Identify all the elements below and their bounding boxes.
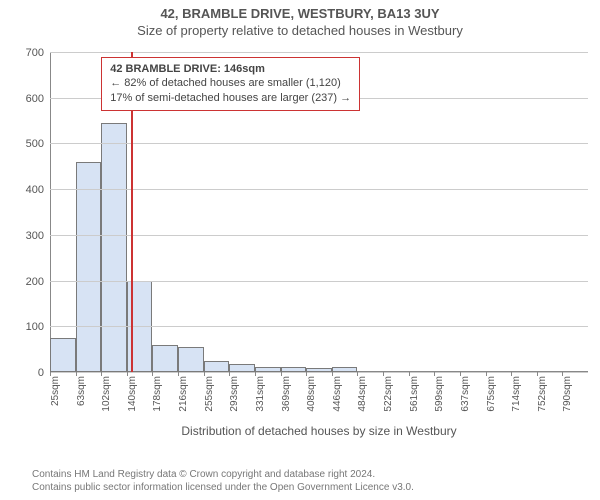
y-tick-label: 200: [26, 276, 44, 288]
x-tick-label: 293sqm: [229, 376, 240, 412]
y-tick-label: 100: [26, 321, 44, 333]
x-tick-label: 675sqm: [486, 376, 497, 412]
footer-line-1: Contains HM Land Registry data © Crown c…: [32, 468, 600, 481]
x-tick-label: 714sqm: [511, 376, 522, 412]
x-tick-label: 446sqm: [332, 376, 343, 412]
x-tick-label: 522sqm: [383, 376, 394, 412]
histogram-bar: [178, 347, 204, 372]
info-box: 42 BRAMBLE DRIVE: 146sqm← 82% of detache…: [101, 57, 360, 112]
chart-container: Number of detached properties 0100200300…: [0, 42, 600, 442]
x-tick-label: 63sqm: [76, 376, 87, 406]
x-tick-label: 216sqm: [178, 376, 189, 412]
y-tick-label: 400: [26, 184, 44, 196]
x-tick-label: 408sqm: [306, 376, 317, 412]
info-box-line-larger: 17% of semi-detached houses are larger (…: [110, 91, 351, 106]
x-tick-label: 599sqm: [434, 376, 445, 412]
x-tick-label: 637sqm: [460, 376, 471, 412]
histogram-bar: [101, 123, 127, 372]
page-title-address: 42, BRAMBLE DRIVE, WESTBURY, BA13 3UY: [0, 0, 600, 21]
plot-area: 010020030040050060070025sqm63sqm102sqm14…: [50, 52, 588, 372]
x-tick-label: 484sqm: [357, 376, 368, 412]
x-tick-label: 140sqm: [127, 376, 138, 412]
y-tick-label: 300: [26, 230, 44, 242]
y-tick-label: 0: [38, 367, 44, 379]
x-tick-label: 331sqm: [255, 376, 266, 412]
x-tick-label: 255sqm: [204, 376, 215, 412]
histogram-bar: [76, 162, 102, 372]
y-tick-label: 700: [26, 47, 44, 59]
y-tick-label: 600: [26, 93, 44, 105]
x-tick-label: 752sqm: [537, 376, 548, 412]
footer-attribution: Contains HM Land Registry data © Crown c…: [0, 468, 600, 494]
histogram-bar: [50, 338, 76, 372]
histogram-bar: [204, 361, 230, 372]
histogram-bar: [229, 364, 255, 372]
x-tick-label: 790sqm: [562, 376, 573, 412]
x-tick-label: 369sqm: [281, 376, 292, 412]
page-subtitle: Size of property relative to detached ho…: [0, 21, 600, 38]
info-box-header: 42 BRAMBLE DRIVE: 146sqm: [110, 62, 351, 77]
x-tick-label: 178sqm: [152, 376, 163, 412]
x-tick-label: 102sqm: [101, 376, 112, 412]
x-tick-label: 25sqm: [50, 376, 61, 406]
x-tick-label: 561sqm: [409, 376, 420, 412]
x-axis-label: Distribution of detached houses by size …: [50, 424, 588, 438]
footer-line-2: Contains public sector information licen…: [32, 481, 600, 494]
info-box-line-smaller: ← 82% of detached houses are smaller (1,…: [110, 76, 351, 91]
histogram-bar: [152, 345, 178, 372]
y-gridline: 0: [50, 372, 588, 373]
y-tick-label: 500: [26, 138, 44, 150]
